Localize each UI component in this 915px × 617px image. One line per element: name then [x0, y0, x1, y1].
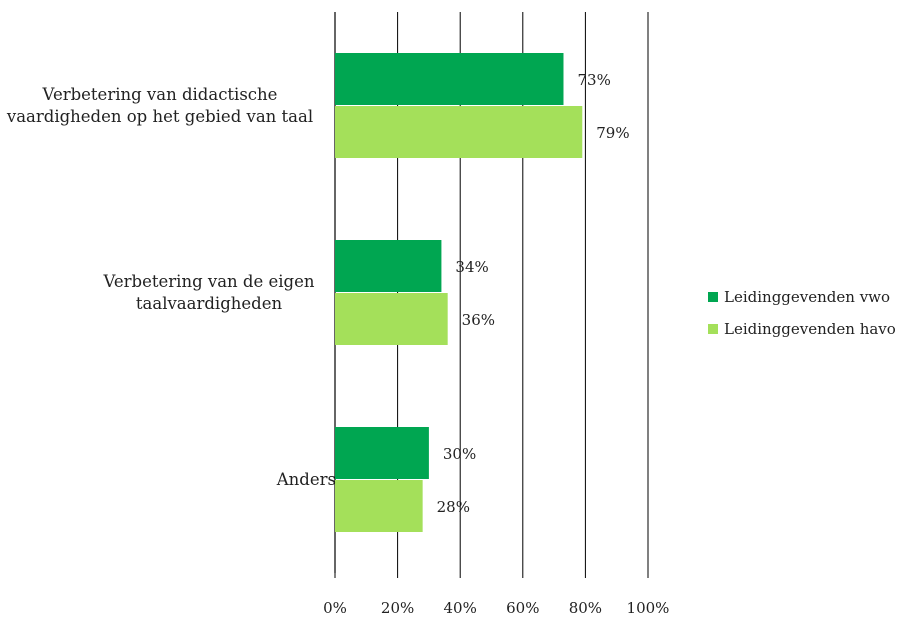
bar-havo-3	[335, 480, 423, 532]
category-label-1-line-1: Verbetering van didactische	[42, 85, 278, 104]
bar-vwo-3	[335, 427, 429, 479]
data-label-havo-1: 79%	[596, 124, 629, 142]
data-label-vwo-2: 34%	[455, 258, 488, 276]
legend-label-havo: Leidinggevenden havo	[724, 320, 896, 338]
category-label-2-line-2: taalvaardigheden	[135, 294, 283, 313]
category-label-1-line-2: vaardigheden op het gebied van taal	[6, 107, 314, 126]
category-label-1: Verbetering van didactische vaardigheden…	[0, 84, 320, 128]
x-tick-label-80: 80%	[569, 599, 602, 617]
legend-item-havo: Leidinggevenden havo	[708, 318, 896, 340]
category-label-2-line-1: Verbetering van de eigen	[103, 272, 315, 291]
bar-havo-2	[335, 293, 448, 345]
legend-label-vwo: Leidinggevenden vwo	[724, 288, 891, 306]
x-tick-label-100: 100%	[627, 599, 670, 617]
data-label-vwo-1: 73%	[577, 71, 610, 89]
x-tick-label-60: 60%	[506, 599, 539, 617]
data-label-havo-3: 28%	[437, 498, 470, 516]
bar-vwo-2	[335, 240, 442, 292]
x-tick-label-40: 40%	[444, 599, 477, 617]
legend-swatch-vwo	[708, 292, 718, 302]
legend-item-vwo: Leidinggevenden vwo	[708, 286, 896, 308]
data-label-vwo-3: 30%	[443, 445, 476, 463]
bar-havo-1	[335, 106, 583, 158]
legend-swatch-havo	[708, 324, 718, 334]
x-tick-label-20: 20%	[381, 599, 414, 617]
x-tick-label-0: 0%	[323, 599, 347, 617]
legend: Leidinggevenden vwo Leidinggevenden havo	[708, 286, 896, 350]
data-label-havo-2: 36%	[462, 311, 495, 329]
category-label-3-line-1: Anders	[276, 470, 336, 489]
category-label-2: Verbetering van de eigen taalvaardighede…	[64, 271, 354, 315]
bar-vwo-1	[335, 53, 564, 105]
category-label-3: Anders	[200, 469, 336, 491]
